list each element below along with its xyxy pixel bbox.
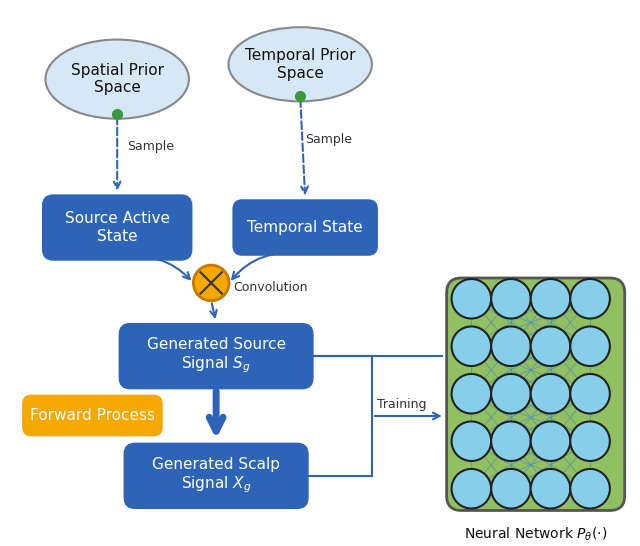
Circle shape (452, 327, 491, 366)
Text: Neural Network $P_{\theta}(\cdot)$: Neural Network $P_{\theta}(\cdot)$ (464, 525, 607, 543)
FancyBboxPatch shape (234, 200, 377, 255)
FancyBboxPatch shape (447, 278, 625, 511)
Circle shape (570, 327, 610, 366)
Circle shape (491, 374, 531, 413)
Circle shape (491, 327, 531, 366)
FancyBboxPatch shape (23, 396, 162, 435)
Ellipse shape (228, 27, 372, 102)
Circle shape (531, 327, 570, 366)
Circle shape (452, 279, 491, 318)
Text: Convolution: Convolution (233, 281, 307, 294)
Circle shape (531, 469, 570, 508)
FancyBboxPatch shape (43, 195, 191, 260)
Circle shape (452, 469, 491, 508)
Text: Generated Source
Signal $S_g$: Generated Source Signal $S_g$ (147, 337, 285, 375)
FancyBboxPatch shape (125, 444, 308, 508)
Circle shape (452, 374, 491, 413)
Text: Temporal Prior
Space: Temporal Prior Space (245, 48, 355, 80)
Circle shape (570, 422, 610, 461)
Circle shape (531, 422, 570, 461)
Text: Generated Scalp
Signal $X_g$: Generated Scalp Signal $X_g$ (152, 456, 280, 495)
Text: Source Active
State: Source Active State (65, 211, 170, 244)
Circle shape (570, 374, 610, 413)
Circle shape (491, 422, 531, 461)
Circle shape (531, 374, 570, 413)
FancyBboxPatch shape (120, 324, 312, 388)
Text: Forward Process: Forward Process (30, 408, 155, 423)
Text: Sample: Sample (127, 140, 174, 153)
Circle shape (491, 279, 531, 318)
Circle shape (452, 422, 491, 461)
Ellipse shape (45, 39, 189, 118)
Circle shape (531, 279, 570, 318)
Circle shape (570, 279, 610, 318)
Circle shape (193, 265, 229, 301)
Circle shape (491, 469, 531, 508)
Text: Spatial Prior
Space: Spatial Prior Space (70, 63, 164, 96)
Text: Sample: Sample (305, 133, 352, 146)
Circle shape (570, 469, 610, 508)
Text: Temporal State: Temporal State (247, 220, 363, 235)
Text: Training: Training (377, 398, 426, 411)
